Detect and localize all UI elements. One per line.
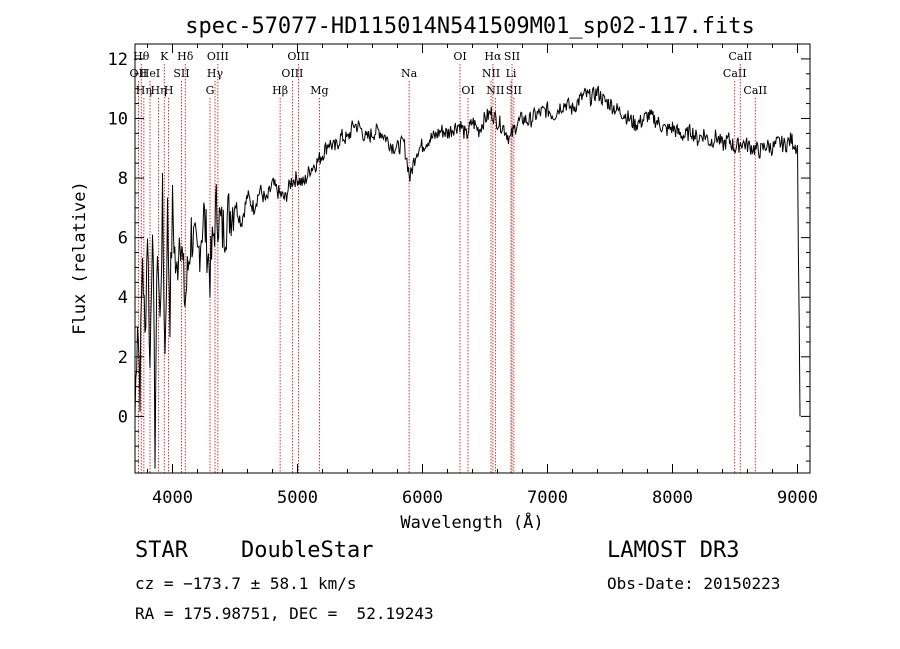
y-tick-label: 4 xyxy=(118,288,128,308)
marker-label-SII: SII xyxy=(504,50,520,63)
spectrum-series xyxy=(134,85,801,469)
marker-label-OIII: OIII xyxy=(287,50,309,63)
line-markers: OIIHθHηHeIHηKHSIIHδGHγOIIIHβOIIIOIIIMgNa… xyxy=(130,50,767,473)
plot-frame xyxy=(134,43,811,474)
x-tick-label: 7000 xyxy=(527,488,568,508)
marker-label-CaII: CaII xyxy=(723,67,747,80)
y-tick-label: 10 xyxy=(108,109,128,129)
axis-ticks: 4000 5000 6000 7000 8000 9000 0 2 4 6 8 10 12 xyxy=(108,43,818,508)
chart-title: spec-57077-HD115014N541509M01_sp02-117.f… xyxy=(185,14,755,39)
marker-label-SII: SII xyxy=(506,84,522,97)
marker-label-NII: NII xyxy=(482,67,500,80)
x-tick-label: 8000 xyxy=(652,488,693,508)
marker-label-Hβ: Hβ xyxy=(272,84,288,97)
marker-label-OIII: OIII xyxy=(281,67,303,80)
x-tick-label: 6000 xyxy=(402,488,443,508)
y-tick-label: 0 xyxy=(118,407,128,427)
obs-date: Obs-Date: 20150223 xyxy=(607,574,781,593)
marker-label-OI: OI xyxy=(453,50,466,63)
spectrum-line xyxy=(134,85,801,469)
marker-label-CaII: CaII xyxy=(728,50,752,63)
object-subclass: DoubleStar xyxy=(241,538,374,563)
marker-label-Na: Na xyxy=(401,67,418,80)
marker-label-G: G xyxy=(206,84,215,97)
marker-label-Hθ: Hθ xyxy=(133,50,150,63)
marker-label-Hη: Hη xyxy=(151,84,167,97)
y-axis-label: Flux (relative) xyxy=(70,181,90,335)
marker-label-SII: SII xyxy=(173,67,189,80)
y-tick-label: 6 xyxy=(118,229,128,249)
marker-label-HeI: HeI xyxy=(140,67,160,80)
marker-label-Hα: Hα xyxy=(484,50,502,63)
marker-label-OIII: OIII xyxy=(207,50,229,63)
marker-label-Li: Li xyxy=(506,67,517,80)
ra-dec: RA = 175.98751, DEC = 52.19243 xyxy=(135,604,434,623)
marker-label-Mg: Mg xyxy=(310,84,328,97)
survey-name: LAMOST DR3 xyxy=(607,538,740,563)
x-tick-label: 4000 xyxy=(152,488,193,508)
marker-label-K: K xyxy=(160,50,169,63)
marker-label-Hγ: Hγ xyxy=(207,67,224,80)
object-class: STAR xyxy=(135,538,188,563)
spectrum-chart: spec-57077-HD115014N541509M01_sp02-117.f… xyxy=(70,14,818,533)
x-tick-label: 5000 xyxy=(277,488,318,508)
y-tick-label: 8 xyxy=(118,169,128,189)
marker-label-CaII: CaII xyxy=(743,84,767,97)
marker-label-Hη: Hη xyxy=(136,84,152,97)
x-tick-label: 9000 xyxy=(777,488,818,508)
marker-label-NII: NII xyxy=(486,84,504,97)
marker-label-OI: OI xyxy=(461,84,474,97)
redshift-cz: cz = −173.7 ± 58.1 km/s xyxy=(135,574,357,593)
x-axis-label: Wavelength (Å) xyxy=(400,511,543,533)
marker-label-Hδ: Hδ xyxy=(177,50,194,63)
marker-label-H: H xyxy=(164,84,174,97)
y-tick-label: 12 xyxy=(108,50,128,70)
y-tick-label: 2 xyxy=(118,348,128,368)
